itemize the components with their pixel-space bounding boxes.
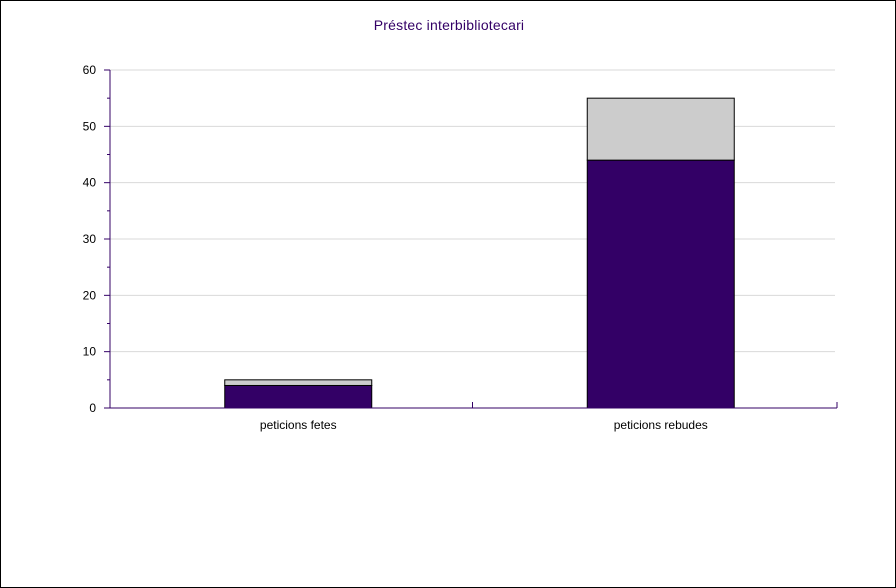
- y-tick-label: 40: [83, 176, 97, 190]
- y-tick-label: 30: [83, 232, 97, 246]
- bar-segment: [586, 97, 735, 161]
- bar-segment: [586, 159, 735, 409]
- bars: [224, 97, 735, 409]
- y-tick-label: 50: [83, 119, 97, 133]
- y-tick-label: 60: [83, 63, 97, 77]
- labels: 0 10 20 30 40 50 60 peticions fetes peticions re…: [83, 63, 708, 432]
- y-tick-label: 0: [89, 401, 96, 415]
- bar-segment: [224, 379, 373, 386]
- y-tick-label: 10: [83, 345, 97, 359]
- axes: [104, 69, 838, 409]
- y-tick-label: 20: [83, 288, 97, 302]
- x-category-label: peticions fetes: [260, 418, 337, 432]
- x-category-label: peticions rebudes: [614, 418, 708, 432]
- bar-segment: [224, 384, 373, 409]
- chart-title: Préstec interbibliotecari: [373, 17, 525, 33]
